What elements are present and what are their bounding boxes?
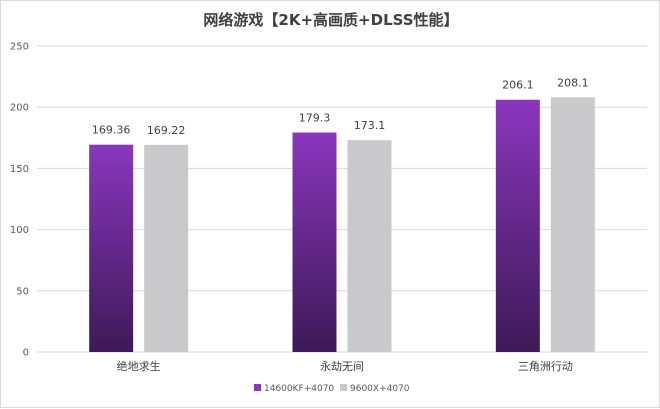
bar-永劫无间-9600X+4070: [347, 140, 392, 352]
bars: [89, 97, 595, 352]
bar-三角洲行动-9600X+4070: [550, 97, 595, 352]
x-category-label: 绝地求生: [117, 359, 161, 373]
data-label: 206.1: [502, 79, 534, 92]
gridlines: [37, 45, 647, 353]
y-tick-label: 200: [10, 103, 29, 114]
bar-永劫无间-14600KF+4070: [292, 132, 337, 352]
x-category-label: 永劫无间: [320, 359, 364, 373]
data-label: 173.1: [354, 119, 386, 132]
y-tick-label: 0: [23, 348, 29, 359]
legend: 14600KF+4070 9600X+4070: [254, 384, 410, 394]
y-axis-ticks: 0 50 100 150 200 250: [10, 42, 29, 359]
x-category-label: 三角洲行动: [518, 360, 573, 373]
legend-swatch: [340, 384, 347, 391]
data-label: 169.22: [147, 124, 186, 137]
y-tick-label: 100: [10, 225, 29, 236]
bar-绝地求生-9600X+4070: [144, 144, 189, 352]
legend-swatch: [254, 384, 261, 391]
y-tick-label: 250: [10, 42, 29, 53]
y-tick-label: 50: [16, 286, 29, 297]
legend-label: 14600KF+4070: [264, 384, 334, 394]
y-tick-label: 150: [10, 164, 29, 175]
bar-三角洲行动-14600KF+4070: [495, 99, 540, 352]
data-labels: 169.36 169.22 179.3 173.1 206.1 208.1: [92, 76, 589, 137]
data-label: 208.1: [557, 76, 589, 89]
legend-label: 9600X+4070: [350, 384, 410, 394]
data-label: 169.36: [92, 124, 131, 137]
data-label: 179.3: [299, 112, 331, 125]
chart-title: 网络游戏【2K+高画质+DLSS性能】: [203, 11, 458, 29]
bar-绝地求生-14600KF+4070: [89, 144, 134, 352]
x-axis-categories: 绝地求生 永劫无间 三角洲行动: [117, 359, 573, 373]
